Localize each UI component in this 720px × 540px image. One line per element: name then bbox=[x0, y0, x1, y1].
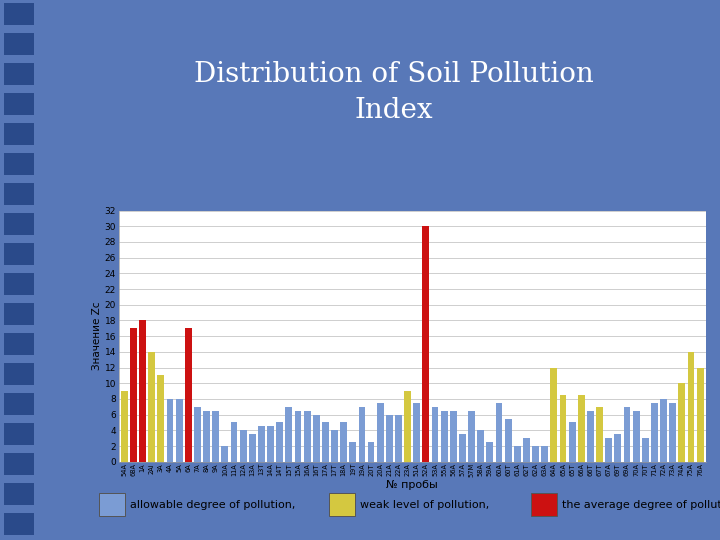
Bar bbox=[249, 434, 256, 462]
Bar bbox=[578, 395, 585, 462]
Bar bbox=[413, 403, 420, 462]
Bar bbox=[4, 423, 34, 444]
Bar bbox=[329, 493, 355, 516]
Bar bbox=[651, 403, 658, 462]
Bar bbox=[176, 399, 183, 462]
Bar bbox=[121, 391, 127, 462]
Bar bbox=[459, 434, 466, 462]
Bar bbox=[441, 411, 448, 462]
Text: the average degree of pollution: the average degree of pollution bbox=[562, 500, 720, 510]
Bar bbox=[4, 93, 34, 114]
Bar bbox=[431, 407, 438, 462]
Bar bbox=[514, 446, 521, 462]
Bar bbox=[495, 403, 503, 462]
Bar bbox=[194, 407, 201, 462]
Bar bbox=[4, 513, 34, 535]
Bar bbox=[4, 393, 34, 415]
Bar bbox=[606, 438, 612, 462]
Bar bbox=[304, 411, 310, 462]
Bar bbox=[596, 407, 603, 462]
Bar bbox=[99, 493, 125, 516]
Bar bbox=[276, 422, 283, 462]
Bar bbox=[404, 391, 411, 462]
Bar bbox=[158, 375, 164, 462]
Bar bbox=[468, 411, 475, 462]
Text: weak level of pollution,: weak level of pollution, bbox=[360, 500, 490, 510]
Bar bbox=[487, 442, 493, 462]
Bar bbox=[359, 407, 365, 462]
Bar bbox=[294, 411, 302, 462]
Y-axis label: Значение Zc: Значение Zc bbox=[91, 302, 102, 370]
Bar bbox=[130, 328, 137, 462]
Bar bbox=[185, 328, 192, 462]
Bar bbox=[633, 411, 639, 462]
X-axis label: № пробы: № пробы bbox=[387, 480, 438, 490]
Bar bbox=[4, 453, 34, 475]
Bar bbox=[4, 3, 34, 25]
Bar bbox=[697, 368, 703, 462]
Bar bbox=[312, 415, 320, 462]
Bar bbox=[477, 430, 484, 462]
Bar bbox=[212, 411, 219, 462]
Bar bbox=[688, 352, 694, 462]
Bar bbox=[4, 183, 34, 205]
Bar bbox=[331, 430, 338, 462]
Bar bbox=[678, 383, 685, 462]
Bar bbox=[4, 123, 34, 145]
Bar bbox=[377, 403, 384, 462]
Bar bbox=[551, 368, 557, 462]
Bar bbox=[559, 395, 567, 462]
Bar bbox=[386, 415, 393, 462]
Bar bbox=[322, 422, 329, 462]
Bar bbox=[4, 213, 34, 234]
Bar bbox=[587, 411, 594, 462]
Bar bbox=[166, 399, 174, 462]
Bar bbox=[4, 153, 34, 174]
Bar bbox=[368, 442, 374, 462]
Bar bbox=[258, 427, 265, 462]
Bar bbox=[642, 438, 649, 462]
Bar bbox=[267, 427, 274, 462]
Bar bbox=[450, 411, 456, 462]
Bar bbox=[614, 434, 621, 462]
Bar bbox=[221, 446, 228, 462]
Bar bbox=[4, 243, 34, 265]
Bar bbox=[230, 422, 238, 462]
Bar bbox=[349, 442, 356, 462]
Bar bbox=[541, 446, 548, 462]
Text: allowable degree of pollution,: allowable degree of pollution, bbox=[130, 500, 295, 510]
Bar bbox=[4, 303, 34, 325]
Bar bbox=[660, 399, 667, 462]
Bar bbox=[4, 63, 34, 85]
Bar bbox=[505, 418, 512, 462]
Bar bbox=[569, 422, 575, 462]
Bar bbox=[4, 483, 34, 504]
Bar bbox=[423, 226, 429, 462]
Bar bbox=[341, 422, 347, 462]
Bar bbox=[4, 273, 34, 295]
Bar bbox=[395, 415, 402, 462]
Bar bbox=[4, 33, 34, 55]
Text: Distribution of Soil Pollution
Index: Distribution of Soil Pollution Index bbox=[194, 61, 593, 124]
Bar bbox=[532, 446, 539, 462]
Bar bbox=[139, 320, 146, 462]
Bar bbox=[240, 430, 246, 462]
Bar bbox=[285, 407, 292, 462]
Bar bbox=[203, 411, 210, 462]
Bar bbox=[523, 438, 530, 462]
Bar bbox=[4, 363, 34, 384]
Bar bbox=[624, 407, 631, 462]
Bar bbox=[670, 403, 676, 462]
Bar bbox=[531, 493, 557, 516]
Bar bbox=[4, 333, 34, 355]
Bar bbox=[148, 352, 155, 462]
